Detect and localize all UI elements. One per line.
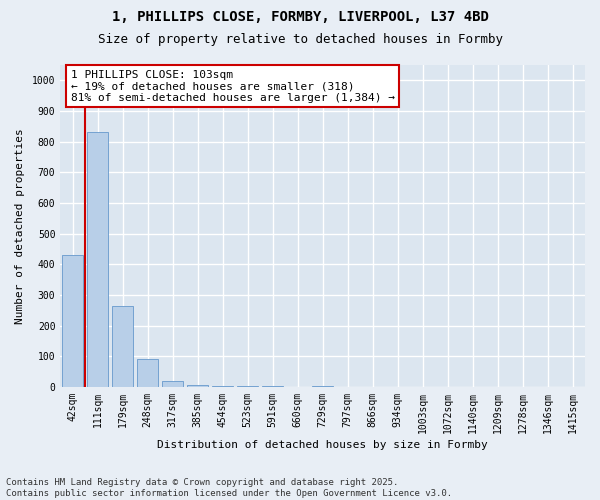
Bar bbox=[237, 386, 259, 387]
Text: 1 PHILLIPS CLOSE: 103sqm
← 19% of detached houses are smaller (318)
81% of semi-: 1 PHILLIPS CLOSE: 103sqm ← 19% of detach… bbox=[71, 70, 395, 103]
Bar bbox=[137, 360, 158, 387]
Bar bbox=[62, 255, 83, 387]
Bar bbox=[212, 386, 233, 387]
Bar bbox=[112, 306, 133, 387]
Text: Size of property relative to detached houses in Formby: Size of property relative to detached ho… bbox=[97, 32, 503, 46]
Y-axis label: Number of detached properties: Number of detached properties bbox=[15, 128, 25, 324]
Text: Contains HM Land Registry data © Crown copyright and database right 2025.
Contai: Contains HM Land Registry data © Crown c… bbox=[6, 478, 452, 498]
Bar bbox=[187, 384, 208, 387]
Bar bbox=[162, 381, 184, 387]
Bar bbox=[262, 386, 283, 387]
Bar bbox=[312, 386, 333, 387]
Text: 1, PHILLIPS CLOSE, FORMBY, LIVERPOOL, L37 4BD: 1, PHILLIPS CLOSE, FORMBY, LIVERPOOL, L3… bbox=[112, 10, 488, 24]
X-axis label: Distribution of detached houses by size in Formby: Distribution of detached houses by size … bbox=[157, 440, 488, 450]
Bar bbox=[87, 132, 109, 387]
